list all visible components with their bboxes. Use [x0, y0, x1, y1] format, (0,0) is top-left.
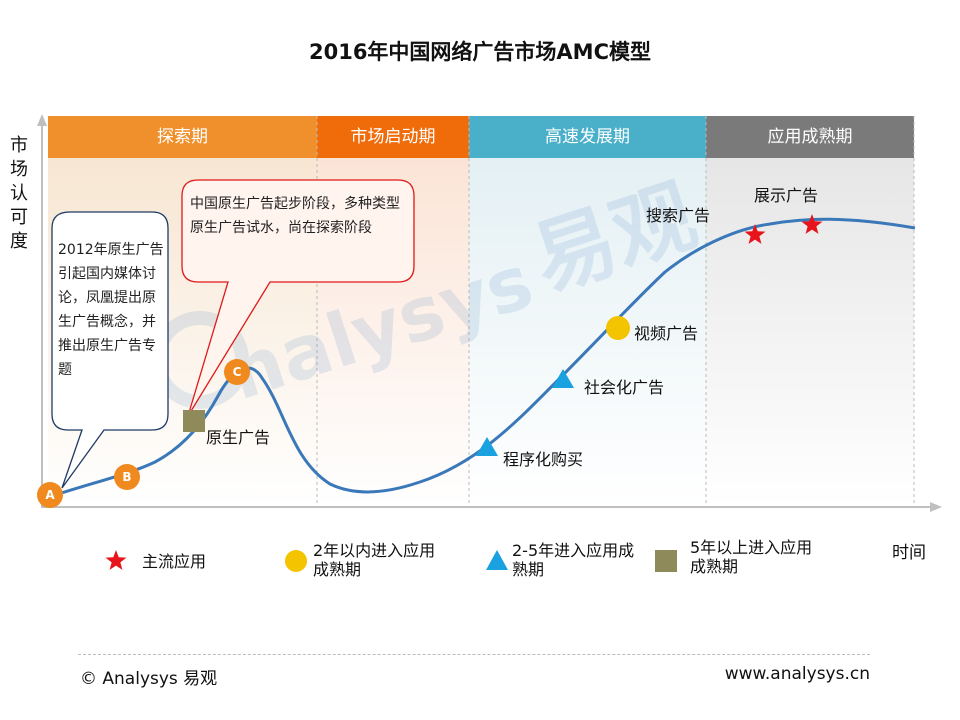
node-b-label: B [122, 470, 132, 484]
ad-label-video: 视频广告 [634, 324, 699, 343]
callout-text-1: 2012年原生广告引起国内媒体讨论，凤凰提出原生广告概念，并推出原生广告专题 [58, 242, 164, 378]
legend-within-2-years: 2年以内进入应用成熟期 [313, 541, 436, 579]
node-a-label: A [45, 488, 55, 502]
ad-label-social: 社会化广告 [584, 378, 665, 397]
node-b [114, 464, 140, 490]
star-marker [744, 224, 766, 244]
phase-bg-2 [469, 158, 706, 506]
legend-star-marker [105, 550, 127, 570]
ad-label-programmatic: 程序化购买 [503, 450, 584, 469]
legend-square-marker [655, 550, 677, 572]
legend-triangle-marker [486, 550, 508, 570]
node-a [37, 482, 63, 508]
phase-band-2 [469, 116, 706, 158]
footer-copyright: © Analysys 易观 [80, 669, 218, 689]
footer-url[interactable]: www.analysys.cn [724, 664, 870, 684]
star-marker [801, 214, 823, 234]
phase-label-growth: 高速发展期 [545, 127, 630, 147]
callout-box-2 [181, 179, 415, 417]
x-axis-label: 时间 [892, 543, 926, 563]
legend-over-5-years: 5年以上进入应用成熟期 [690, 538, 813, 576]
ad-label-display: 展示广告 [754, 186, 819, 205]
callout-box-1 [51, 211, 169, 489]
phase-bg-3 [706, 158, 914, 506]
legend-mainstream: 主流应用 [142, 552, 207, 571]
phase-label-maturity: 应用成熟期 [767, 127, 853, 147]
footer-divider [78, 654, 870, 655]
phase-band-1 [317, 116, 469, 158]
legend-2-5-years: 2-5年进入应用成熟期 [512, 541, 635, 579]
node-c [224, 359, 250, 385]
triangle-marker [552, 369, 574, 388]
ad-label-search: 搜索广告 [646, 206, 711, 225]
callout-text-2: 中国原生广告起步阶段，多种类型原生广告试水，尚在探索阶段 [190, 196, 400, 236]
y-axis-label: 市场认可度 [10, 135, 28, 252]
triangle-marker [476, 437, 498, 456]
phase-label-launch: 市场启动期 [350, 127, 436, 147]
circle-marker [606, 316, 630, 340]
chart-title: 2016年中国网络广告市场AMC模型 [308, 40, 651, 64]
x-axis-arrow [930, 502, 942, 512]
phase-label-exploration: 探索期 [157, 127, 208, 147]
square-marker [183, 410, 205, 432]
phase-band-3 [706, 116, 914, 158]
phase-band-0 [48, 116, 317, 158]
ad-label-native: 原生广告 [206, 428, 271, 447]
y-axis-arrow [37, 114, 47, 126]
node-c-label: C [232, 365, 242, 379]
legend-circle-marker [285, 550, 307, 572]
